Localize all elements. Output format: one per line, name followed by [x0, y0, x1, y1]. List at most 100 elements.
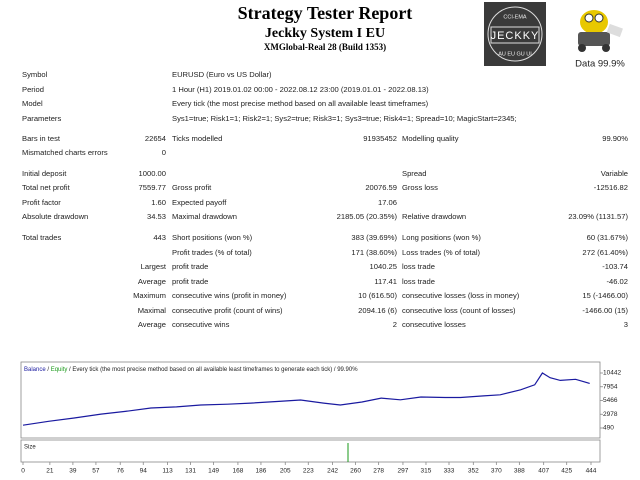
x-tick-label: 76: [117, 468, 125, 475]
cell-label3: Modelling quality: [402, 134, 459, 143]
cell-value3: 272 (61.40%): [582, 248, 628, 257]
x-tick-label: 260: [350, 468, 361, 475]
cell-label3: Long positions (won %): [402, 233, 481, 242]
x-tick-label: 168: [232, 468, 243, 475]
cell-value: 7559.77: [139, 183, 166, 192]
chart-quality: 99.90%: [337, 367, 358, 373]
cell-text: Sys1=true; Risk1=1; Risk2=1; Sys2=true; …: [172, 114, 517, 123]
x-tick-label: 370: [491, 468, 502, 475]
cell-label: Absolute drawdown: [22, 212, 88, 221]
logo-ring: [487, 6, 543, 62]
cell-label: Period: [22, 85, 44, 94]
icon-eye: [584, 13, 594, 23]
y-tick-label: 10442: [603, 370, 621, 377]
x-tick-label: 131: [185, 468, 196, 475]
x-tick-label: 297: [398, 468, 409, 475]
size-box: [20, 439, 601, 463]
cell-label3: loss trade: [402, 262, 435, 271]
cell-text: 1 Hour (H1) 2019.01.02 00:00 - 2022.08.1…: [172, 85, 429, 94]
x-tick-label: 0: [21, 468, 25, 475]
cell-value2: 17.06: [378, 198, 397, 207]
cell-prefix: Average: [138, 277, 166, 286]
x-tick-label: 149: [208, 468, 219, 475]
x-tick-label: 94: [140, 468, 148, 475]
icon-wheel: [602, 44, 610, 52]
cell-value: 1000.00: [139, 169, 166, 178]
x-tick-label: 333: [444, 468, 455, 475]
cell-prefix: Largest: [141, 262, 167, 271]
cell-label: Total trades: [22, 233, 61, 242]
x-tick-label: 21: [46, 468, 54, 475]
chart-header: Balance / Equity / Every tick (the most …: [24, 367, 358, 373]
cell-label3: Gross loss: [402, 183, 438, 192]
logo-name: JECKKY: [491, 30, 540, 42]
cell-label: Model: [22, 99, 43, 108]
cell-prefix: Maximal: [138, 306, 167, 315]
cell-label3: Loss trades (% of total): [402, 248, 481, 257]
cell-label3: loss trade: [402, 277, 435, 286]
cell-label2: consecutive wins: [172, 320, 230, 329]
icon-body: [578, 32, 610, 46]
cell-prefix: Average: [138, 320, 166, 329]
size-label: Size: [24, 445, 36, 451]
chart-box: [20, 361, 601, 439]
cell-label2: Maximal drawdown: [172, 212, 237, 221]
cell-value3: 3: [624, 320, 628, 329]
cell-text: Every tick (the most precise method base…: [172, 99, 429, 108]
logo: CCI-EMA JECKKY AU EU GU UI: [484, 2, 546, 66]
cell-value3: 15 (-1466.00): [582, 291, 628, 300]
separator: /: [46, 367, 51, 373]
cell-label2: consecutive wins (profit in money): [172, 291, 287, 300]
cell-value3: -103.74: [602, 262, 628, 271]
legend-balance: Balance: [24, 367, 46, 373]
cell-label: Initial deposit: [22, 169, 67, 178]
cell-value3: 23.09% (1131.57): [568, 212, 628, 221]
cell-label: Symbol: [22, 70, 48, 79]
cell-value2: 91935452: [363, 134, 397, 143]
separator: /: [332, 367, 337, 373]
cell-label2: Short positions (won %): [172, 233, 253, 242]
x-tick-label: 444: [586, 468, 597, 475]
cell-value3: -12516.82: [594, 183, 628, 192]
x-tick-label: 39: [69, 468, 77, 475]
logo-bottom: AU EU GU UI: [498, 51, 532, 57]
cell-label: Mismatched charts errors: [22, 148, 108, 157]
cell-label2: profit trade: [172, 262, 208, 271]
cell-value3: 60 (31.67%): [587, 233, 629, 242]
report-title: Strategy Tester Report: [238, 3, 413, 23]
cell-value2: 383 (39.69%): [351, 233, 397, 242]
cell-label3: consecutive losses (loss in money): [402, 291, 520, 300]
icon-paper: [606, 23, 623, 38]
cell-value2: 117.41: [374, 277, 397, 286]
logo-box: [484, 2, 546, 66]
icon-eye: [594, 13, 604, 23]
cell-value2: 2185.05 (20.35%): [337, 212, 398, 221]
cell-value: 443: [153, 233, 166, 242]
server-name: XMGlobal-Real 28 (Build 1353): [264, 42, 386, 52]
cell-value3: -46.02: [606, 277, 628, 286]
cell-label2: profit trade: [172, 277, 208, 286]
balance-line: [22, 372, 590, 426]
y-tick-label: 7954: [603, 383, 618, 390]
cell-value2: 20076.59: [365, 183, 397, 192]
icon-head: [580, 10, 608, 34]
cell-value: 0: [162, 148, 166, 157]
separator: /: [67, 367, 72, 373]
cell-value2: 10 (616.50): [358, 291, 397, 300]
cell-label: Bars in test: [22, 134, 61, 143]
cell-label2: Ticks modelled: [172, 134, 222, 143]
cell-label2: Profit trades (% of total): [172, 248, 252, 257]
x-tick-label: 242: [327, 468, 338, 475]
x-tick-label: 278: [373, 468, 384, 475]
x-tick-label: 352: [468, 468, 479, 475]
x-tick-label: 223: [303, 468, 314, 475]
cell-label2: Expected payoff: [172, 198, 227, 207]
cell-value: 22654: [145, 134, 166, 143]
x-tick-label: 315: [421, 468, 432, 475]
system-name: Jeckky System I EU: [265, 26, 385, 41]
y-tick-label: 490: [603, 425, 614, 432]
cell-value: 34.53: [147, 212, 166, 221]
cell-prefix: Maximum: [133, 291, 166, 300]
cell-value2: 2094.16 (6): [358, 306, 397, 315]
